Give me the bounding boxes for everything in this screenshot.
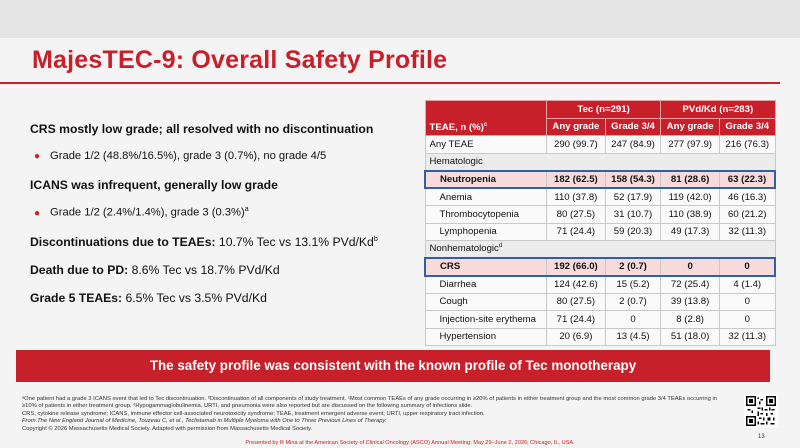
- title-divider: [0, 82, 780, 84]
- pvdkd-group-header: PVd/Kd (n=283): [660, 100, 776, 119]
- tec-any-grade-header: Any grade: [545, 117, 606, 136]
- qr-code-icon[interactable]: [744, 394, 778, 428]
- crs-detail: ● Grade 1/2 (48.8%/16.5%), grade 3 (0.7%)…: [34, 150, 327, 162]
- section-row-hematologic: Hematologic: [424, 152, 776, 171]
- icans-heading: ICANS was infrequent, generally low grad…: [30, 178, 278, 192]
- death-line: Death due to PD: 8.6% Tec vs 18.7% PVd/K…: [30, 262, 280, 277]
- footnote-line: CRS, cytokine release syndrome; ICANS, i…: [22, 410, 485, 417]
- table-row: Diarrhea 124 (42.6) 15 (5.2) 72 (25.4) 4…: [424, 275, 776, 294]
- footnote-line: From The New England Journal of Medicine…: [22, 418, 387, 425]
- crs-heading: CRS mostly low grade; all resolved with …: [30, 122, 374, 136]
- grade5-line: Grade 5 TEAEs: 6.5% Tec vs 3.5% PVd/Kd: [30, 290, 267, 305]
- table-row: Thrombocytopenia 80 (27.5) 31 (10.7) 110…: [424, 205, 776, 224]
- table-row: Lymphopenia 71 (24.4) 59 (20.3) 49 (17.3…: [424, 222, 776, 241]
- icans-detail: ● Grade 1/2 (2.4%/1.4%), grade 3 (0.3%)a: [34, 206, 249, 219]
- table-header-row: TEAE, n (%)c Tec (n=291) PVd/Kd (n=283): [424, 100, 776, 136]
- table-row: Injection-site erythema 71 (24.4) 0 8 (2…: [424, 310, 776, 329]
- table-row: Any TEAE 290 (99.7) 247 (84.9) 277 (97.9…: [424, 135, 776, 154]
- bullet-dot-icon: ●: [34, 207, 41, 219]
- footnote-line: Copyright © 2026 Massachusetts Medical S…: [22, 425, 313, 432]
- table-row: Anemia 110 (37.8) 52 (17.9) 119 (42.0) 4…: [424, 187, 776, 206]
- bullet-dot-icon: ●: [34, 151, 41, 162]
- table-row: Hypertension 20 (6.9) 13 (4.5) 51 (18.0)…: [424, 327, 776, 346]
- pvdkd-any-grade-header: Any grade: [660, 117, 721, 136]
- table-row-highlighted: Neutropenia 182 (62.5) 158 (54.3) 81 (28…: [423, 169, 777, 189]
- table-row-highlighted: CRS 192 (66.0) 2 (0.7) 0 0: [423, 257, 777, 277]
- conclusion-banner: The safety profile was consistent with t…: [16, 350, 770, 382]
- tec-group-header: Tec (n=291): [545, 100, 662, 119]
- presenter-credit: Presented by R Mina at the American Soci…: [245, 440, 575, 446]
- discontinuations-line: Discontinuations due to TEAEs: 10.7% Tec…: [30, 234, 378, 249]
- teae-table: TEAE, n (%)c Tec (n=291) PVd/Kd (n=283) …: [423, 100, 777, 346]
- corner-header: TEAE, n (%)c: [424, 100, 547, 136]
- slide-title: MajesTEC-9: Overall Safety Profile: [32, 46, 448, 74]
- pvdkd-grade34-header: Grade 3/4: [719, 117, 776, 136]
- section-row-nonhematologic: Nonhematologicd: [424, 240, 776, 259]
- tec-grade34-header: Grade 3/4: [604, 117, 662, 136]
- footnotes: ᵃOne patient had a grade 3 ICANS event t…: [22, 396, 722, 433]
- page-number: 13: [758, 434, 765, 440]
- key-points: CRS mostly low grade; all resolved with …: [30, 122, 420, 319]
- table-row: Cough 80 (27.5) 2 (0.7) 39 (13.8) 0: [424, 292, 776, 311]
- footnote-line: ᵃOne patient had a grade 3 ICANS event t…: [22, 396, 717, 410]
- top-bar: [0, 0, 800, 38]
